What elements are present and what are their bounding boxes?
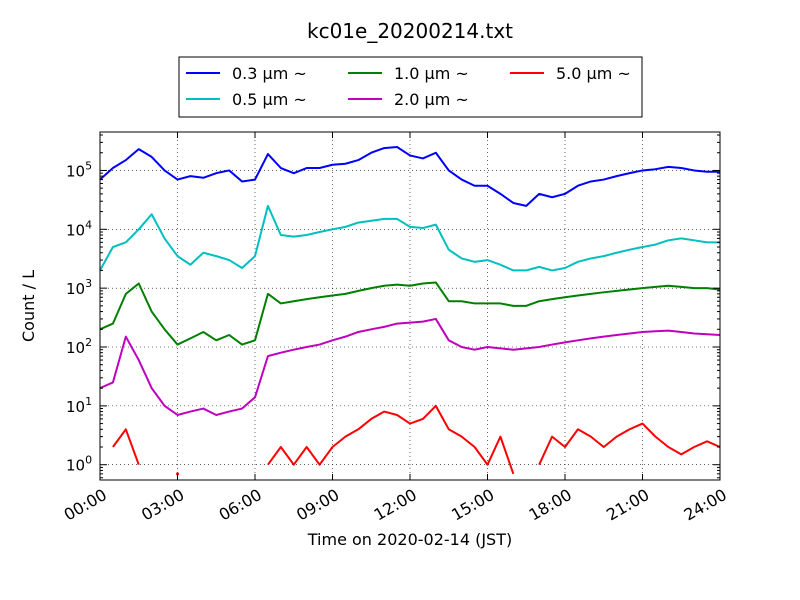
series-layer [99,146,721,476]
series-2 [99,281,721,346]
series-line [99,204,720,272]
legend-box [178,56,643,118]
y-tick-label: 105 [66,159,92,180]
y-axis-label: Count / L [19,270,38,342]
series-line [538,422,721,466]
legend-label-4: 5.0 μm ~ [556,64,631,83]
legend-label-2: 1.0 μm ~ [394,64,469,83]
series-4 [112,404,721,476]
series-0 [99,146,720,207]
y-tick-label: 103 [66,277,92,298]
y-tick-label: 100 [66,454,92,475]
series-point [176,472,179,476]
legend-label-0: 0.3 μm ~ [232,64,307,83]
legend-label-1: 0.5 μm ~ [232,90,307,109]
grid [100,132,720,480]
series-line [267,404,515,475]
legend-label-3: 2.0 μm ~ [394,90,469,109]
y-tick-label: 102 [66,336,92,357]
series-line [112,428,140,466]
chart-title: kc01e_20200214.txt [307,19,513,43]
series-line [99,317,721,416]
y-tick-label: 101 [66,395,92,416]
y-tick-label: 104 [66,218,92,239]
series-line [99,146,720,207]
series-line [99,281,721,346]
x-axis-label: Time on 2020-02-14 (JST) [307,530,512,549]
series-1 [99,204,720,272]
series-3 [99,317,721,416]
legend: 0.3 μm ~ 0.5 μm ~ 1.0 μm ~ 2.0 μm ~ 5.0 μm ~ [178,56,643,118]
